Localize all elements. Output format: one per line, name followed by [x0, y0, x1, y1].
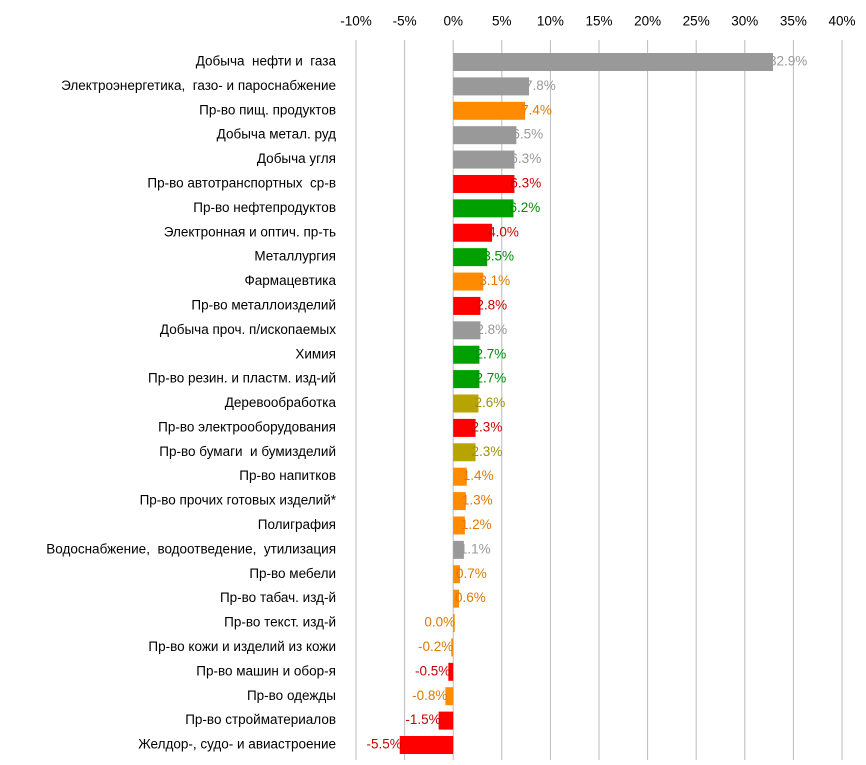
bar — [453, 443, 476, 462]
category-label: Пр-во нефтепродуктов — [193, 200, 336, 215]
bar — [453, 77, 530, 96]
category-label: Электронная и оптич. пр-ть — [164, 224, 336, 239]
category-label: Желдор-, судо- и авиастроение — [138, 737, 336, 752]
bar — [451, 638, 454, 657]
category-label: Добыча проч. п/ископаемых — [160, 322, 336, 337]
category-label: Пр-во прочих готовых изделий* — [140, 493, 337, 508]
bar — [453, 199, 514, 218]
value-label: 0.6% — [455, 590, 486, 605]
bar — [453, 174, 515, 193]
category-label: Полиграфия — [258, 517, 336, 532]
category-label: Водоснабжение, водоотведение, утилизация — [46, 541, 336, 556]
bar — [453, 345, 480, 364]
bar — [453, 248, 488, 267]
category-label: Добыча нефти и газа — [196, 54, 337, 69]
value-label: 6.3% — [510, 176, 541, 191]
category-label: Пр-во напитков — [239, 468, 336, 483]
category-label: Металлургия — [254, 249, 336, 264]
category-label: Пр-во мебели — [249, 566, 336, 581]
x-tick-label: 35% — [780, 14, 807, 29]
bar — [453, 516, 465, 535]
bar — [453, 467, 467, 486]
value-label: 2.6% — [474, 395, 505, 410]
category-label: Пр-во электрооборудования — [158, 419, 336, 434]
x-tick-label: 0% — [443, 14, 463, 29]
value-label: 7.4% — [521, 102, 552, 117]
bar — [453, 53, 773, 71]
category-label: Пр-во металлоизделий — [191, 297, 336, 312]
category-label: Химия — [295, 346, 336, 361]
value-label: 2.8% — [476, 297, 507, 312]
x-tick-label: 20% — [634, 14, 661, 29]
x-tick-label: -5% — [393, 14, 417, 29]
value-label: 2.8% — [476, 322, 507, 337]
x-tick-label: 25% — [683, 14, 710, 29]
category-label: Пр-во машин и обор-я — [196, 663, 336, 678]
value-label: 6.2% — [509, 200, 540, 215]
category-label: Пр-во автотранспортных ср-в — [147, 176, 336, 191]
value-label: 1.1% — [460, 541, 491, 556]
value-label: 3.1% — [479, 273, 510, 288]
value-label: 2.3% — [472, 444, 503, 459]
x-tick-label: 10% — [537, 14, 564, 29]
bar — [453, 296, 481, 315]
value-label: 4.0% — [488, 224, 519, 239]
bar — [445, 687, 454, 706]
bar — [453, 540, 464, 559]
bar — [453, 150, 515, 169]
value-label: 1.4% — [463, 468, 494, 483]
value-label: -5.5% — [366, 737, 401, 752]
bar — [438, 711, 454, 730]
x-tick-label: 5% — [492, 14, 512, 29]
category-label: Фармацевтика — [245, 273, 337, 288]
bar — [453, 370, 480, 389]
category-label: Пр-во стройматериалов — [185, 712, 336, 727]
category-label: Добыча метал. руд — [217, 127, 336, 142]
bar — [453, 126, 517, 145]
bar — [453, 492, 466, 511]
value-label: -0.5% — [415, 663, 450, 678]
category-label: Пр-во текст. изд-й — [224, 615, 336, 630]
value-label: -0.8% — [412, 688, 447, 703]
category-label: Деревообработка — [225, 395, 337, 410]
value-label: 1.2% — [461, 517, 492, 532]
x-tick-label: -10% — [340, 14, 372, 29]
value-label: 32.9% — [769, 54, 807, 69]
category-label: Пр-во бумаги и бумизделий — [159, 444, 336, 459]
value-label: -0.2% — [418, 639, 453, 654]
value-label: 0.7% — [456, 566, 487, 581]
bar — [453, 394, 479, 413]
bar — [448, 662, 454, 681]
x-tick-label: 15% — [585, 14, 612, 29]
category-label: Пр-во резин. и пластм. изд-ий — [148, 371, 336, 386]
category-label: Пр-во одежды — [247, 688, 336, 703]
bar — [453, 272, 484, 291]
x-tick-label: 30% — [731, 14, 758, 29]
category-label: Добыча угля — [257, 151, 336, 166]
x-tick-label: 40% — [828, 14, 855, 29]
bar — [453, 565, 461, 584]
bar — [399, 736, 454, 754]
value-label: 2.7% — [475, 346, 506, 361]
value-label: -1.5% — [405, 712, 440, 727]
bar — [453, 101, 526, 120]
value-label: 3.5% — [483, 249, 514, 264]
value-label: 2.7% — [475, 371, 506, 386]
category-label: Пр-во пищ. продуктов — [199, 102, 336, 117]
bar — [453, 418, 476, 437]
value-label: 6.5% — [512, 127, 543, 142]
bar — [453, 589, 460, 608]
category-label: Электроэнергетика, газо- и пароснабжение — [61, 78, 336, 93]
category-label: Пр-во кожи и изделий из кожи — [148, 639, 336, 654]
value-label: 7.8% — [525, 78, 556, 93]
bar — [453, 321, 481, 340]
bar — [453, 614, 455, 633]
value-label: 2.3% — [472, 419, 503, 434]
bar — [453, 223, 493, 242]
category-label: Пр-во табач. изд-й — [220, 590, 336, 605]
value-label: 6.3% — [510, 151, 541, 166]
value-label: 0.0% — [424, 615, 455, 630]
value-label: 1.3% — [462, 493, 493, 508]
